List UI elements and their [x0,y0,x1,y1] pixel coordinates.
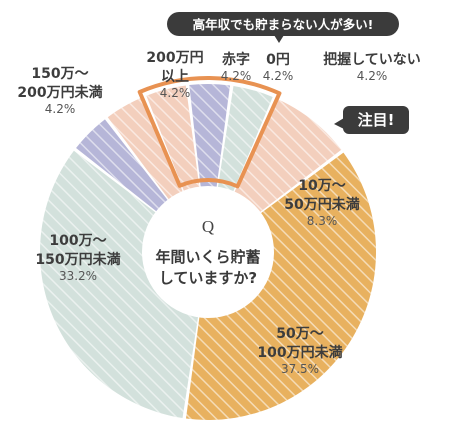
pie-slice-stripes-4 [39,150,199,419]
pie-slice-stripes-1 [217,85,273,193]
slice-label-2-line-0: 10万～ [298,178,345,194]
slice-label-2-line-1: 50万円未満 [284,196,359,213]
slice-label-5-line-1: 200万円未満 [17,84,102,101]
banner-box [167,12,399,36]
highlight-outline [137,76,282,189]
slice-label-0-line-0: 0円 [266,52,290,68]
slice-label-4-line-0: 100万～ [49,233,106,249]
slice-value-4: 33.2% [59,269,97,283]
center-question-line1: 年間いくら貯蓄 [155,248,260,266]
slice-label-5-line-0: 150万～ [31,66,88,82]
slice-value-6: 4.2% [160,86,191,100]
slice-value-5: 4.2% [45,102,76,116]
chart-center-hole [142,186,274,318]
pie-slice-stripes-6 [107,97,184,201]
pie-slice-stripes-0 [189,84,230,189]
center-question-line2: していますか? [159,269,257,287]
banner-text: 高年収でも貯まらない人が多い! [193,17,374,32]
banner-pointer [274,35,284,43]
callout-box [343,106,409,134]
slice-label-6-line-1: 以上 [161,69,189,85]
center-q: Q [202,217,214,236]
pie-slice-stripes-5 [76,119,169,213]
slice-label-3-line-1: 100万円未満 [257,344,342,361]
slice-value-2: 8.3% [307,214,338,228]
slice-label-4-line-1: 150万円未満 [35,251,120,268]
slice-value-3: 37.5% [281,362,319,376]
slice-value-0: 4.2% [263,69,294,83]
slice-value-1: 4.2% [357,69,388,83]
slice-value-7: 4.2% [221,69,252,83]
callout-text: 注目! [358,111,395,129]
callout-pointer [334,118,344,129]
slice-label-3-line-0: 50万～ [276,326,323,342]
slice-label-6-line-0: 200万円 [146,50,203,66]
slice-label-1-line-0: 把握していない [323,51,421,68]
pie-slice-stripes-7 [146,85,200,193]
slice-label-7-line-0: 赤字 [222,51,250,68]
pie-slice-stripes-3 [186,152,376,420]
pie-slice-stripes-2 [233,98,342,214]
